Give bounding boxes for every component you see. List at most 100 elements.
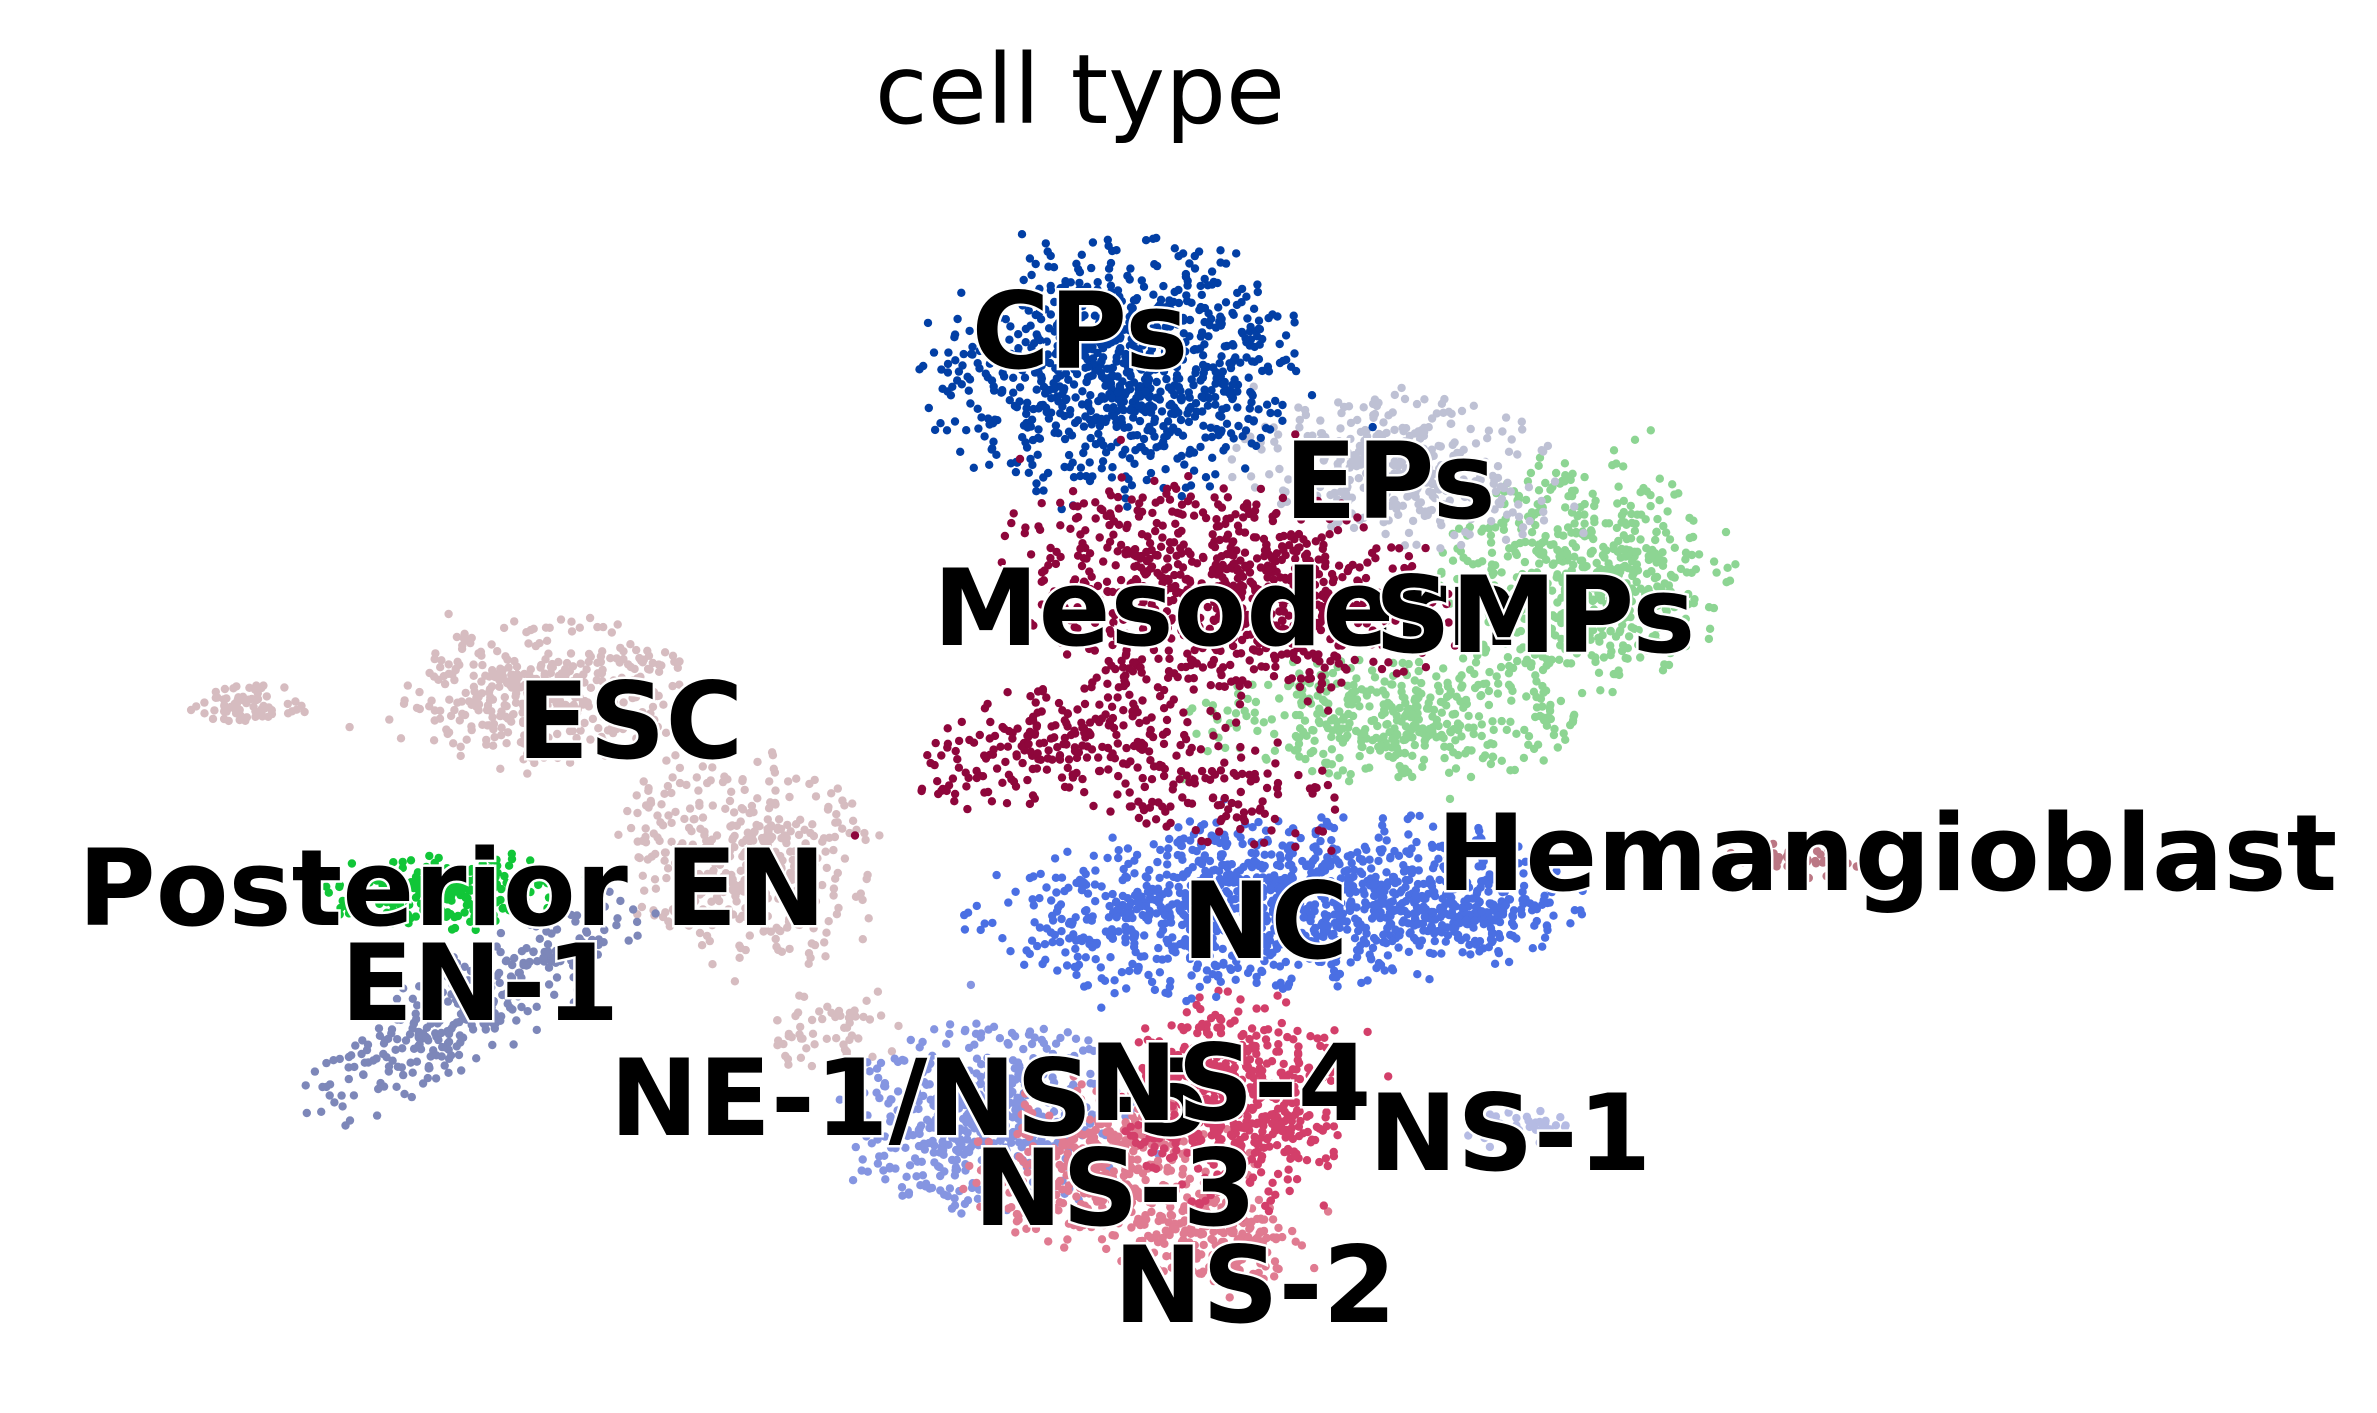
scatter-point [836,1061,845,1070]
scatter-point [1144,911,1154,921]
scatter-point [393,1062,403,1072]
scatter-point [822,1034,831,1044]
scatter-point [605,887,614,896]
scatter-point [1153,884,1163,893]
scatter-point [398,1044,407,1053]
scatter-point [745,808,754,818]
scatter-point [798,865,807,875]
scatter-point [630,664,639,674]
scatter-point [617,673,626,682]
scatter-point [833,818,842,827]
scatter-point [452,632,462,642]
scatter-point [651,909,660,918]
scatter-point [1097,882,1106,891]
scatter-point [833,784,842,793]
scatter-point [1347,858,1356,868]
scatter-point [447,990,456,999]
scatter-point [765,777,774,786]
scatter-point [553,753,562,763]
scatter-point [1371,910,1380,920]
scatter-point [575,623,584,632]
scatter-point [570,716,580,726]
scatter-point [510,953,519,963]
scatter-point [1655,474,1665,483]
scatter-point [252,695,261,705]
scatter-point [543,701,552,710]
scatter-point [1466,950,1475,959]
scatter-point [626,640,635,649]
scatter-point [1125,966,1134,976]
scatter-point [904,1190,913,1199]
scatter-point [551,716,561,725]
scatter-point [855,1064,865,1073]
scatter-point [1182,1008,1192,1017]
scatter-point [576,659,585,668]
scatter-point [572,733,581,743]
scatter-point [459,634,469,643]
scatter-point [751,852,761,861]
scatter-point [1390,846,1399,856]
scatter-point [1382,836,1391,845]
scatter-point [730,842,739,852]
scatter-point [432,1051,441,1060]
scatter-point [730,977,740,986]
scatter-point [338,1102,347,1111]
scatter-point [671,807,680,817]
scatter-point [635,853,644,863]
scatter-point [1110,976,1119,985]
scatter-point [1590,501,1599,511]
scatter-point [530,685,539,695]
scatter-point [741,945,750,955]
scatter-point [482,705,492,715]
scatter-point [502,739,511,748]
scatter-point [488,666,497,675]
scatter-point [807,1061,817,1071]
scatter-point [474,706,483,715]
scatter-point [488,741,498,750]
scatter-point [267,709,277,719]
scatter-point [1141,872,1151,881]
scatter-point [859,1012,868,1022]
scatter-point [454,1050,464,1060]
scatter-point [758,868,767,878]
scatter-point [1052,888,1061,897]
scatter-point [424,1062,434,1072]
scatter-point [1080,906,1090,916]
scatter-point [713,913,723,923]
scatter-point [791,820,801,829]
scatter-point [1164,989,1173,998]
scatter-point [635,653,644,663]
scatter-point [779,1039,788,1049]
scatter-point [879,1166,888,1175]
scatter-point [1405,929,1414,938]
scatter-point [541,690,550,699]
scatter-point [1292,1175,1302,1184]
scatter-point [251,707,260,716]
scatter-point [1112,913,1121,922]
scatter-point [1042,883,1051,892]
scatter-point [231,706,241,715]
scatter-point [731,891,740,901]
scatter-point [548,663,557,672]
scatter-point [675,778,685,788]
scatter-point [478,720,487,729]
scatter-point [669,907,679,916]
scatter-point [1050,854,1060,863]
scatter-point [711,752,720,762]
scatter-point [687,827,696,836]
scatter-point [502,677,511,686]
scatter-point [520,731,529,740]
scatter-point [1111,898,1121,907]
scatter-point [1195,982,1205,992]
scatter-point [1273,991,1282,1000]
scatter-point [694,786,703,795]
scatter-point [1006,947,1015,956]
scatter-point [1614,482,1623,491]
scatter-point [392,1082,401,1092]
scatter-point [457,697,466,706]
scatter-point [637,902,647,912]
chart-title: cell type [875,34,1285,146]
scatter-point [811,792,821,801]
scatter-point [683,866,692,876]
scatter-point [257,683,266,693]
